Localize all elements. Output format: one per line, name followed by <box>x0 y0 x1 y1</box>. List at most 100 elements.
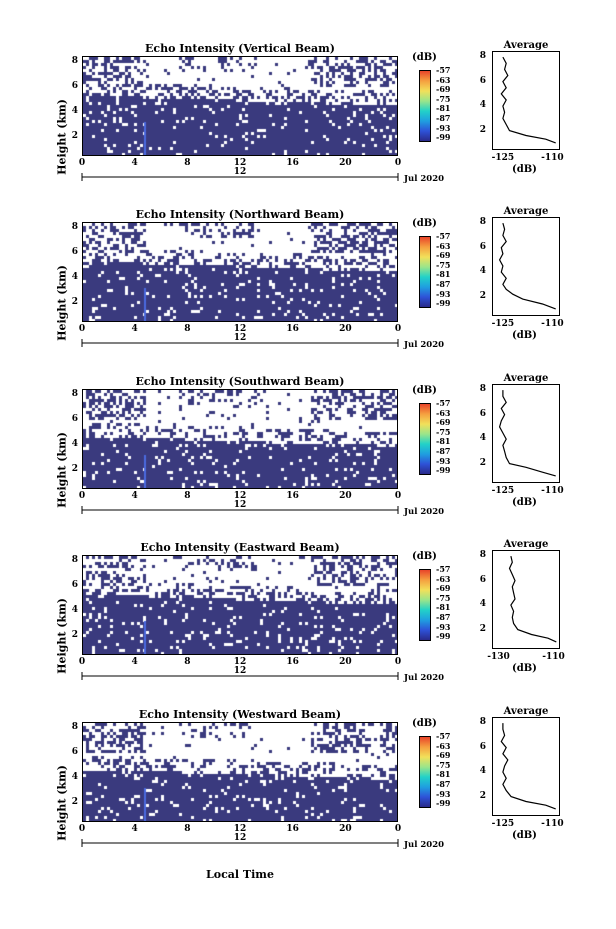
chart-panel: Echo Intensity (Eastward Beam) Height (km… <box>0 539 616 709</box>
average-x-tick-label: -110 <box>542 652 565 662</box>
date-marker-label: 12 <box>233 833 247 843</box>
y-tick-label: 6 <box>71 81 78 92</box>
average-y-tick-label: 2 <box>479 124 486 135</box>
average-y-tick-label: 8 <box>479 51 486 62</box>
average-profile-line <box>498 222 556 310</box>
average-x-label: (dB) <box>512 663 537 674</box>
date-label: Jul 2020 <box>404 507 445 517</box>
colorbar <box>419 70 431 142</box>
x-tick-label: 8 <box>184 158 191 168</box>
heatmap-plot <box>82 389 398 489</box>
colorbar-tick-label: -75 <box>436 259 451 270</box>
chart-panel: Echo Intensity (Vertical Beam) Height (km… <box>0 40 616 210</box>
colorbar-tick-label: -75 <box>436 93 451 104</box>
average-y-tick-label: 6 <box>479 741 486 752</box>
date-axis <box>81 339 399 347</box>
colorbar-tick-label: -99 <box>436 465 451 476</box>
colorbar-tick-label: -87 <box>436 279 451 289</box>
colorbar-label: (dB) <box>412 551 437 562</box>
colorbar-label: (dB) <box>412 218 437 229</box>
x-tick-label: 12 <box>233 158 247 168</box>
x-tick-label: 4 <box>131 158 138 168</box>
y-tick-label: 2 <box>71 297 78 308</box>
colorbar-tick-label: -93 <box>436 122 451 133</box>
y-tick-label: 2 <box>71 131 78 142</box>
y-tick-label: 4 <box>71 439 78 450</box>
colorbar-tick-label: -81 <box>436 602 451 613</box>
average-profile-line <box>508 555 557 643</box>
average-profile-line <box>500 56 556 144</box>
average-frame <box>492 217 560 316</box>
y-tick-label: 8 <box>71 56 78 67</box>
average-profile-plot <box>492 550 560 649</box>
heatmap-canvas <box>83 223 397 321</box>
average-y-tick-label: 6 <box>479 408 486 419</box>
y-tick-label: 8 <box>71 722 78 733</box>
average-x-tick-label: -130 <box>487 652 510 662</box>
x-tick-label: 12 <box>233 824 247 834</box>
x-tick-label: 20 <box>339 158 352 168</box>
x-tick-label: 4 <box>131 324 138 334</box>
x-tick-label: 8 <box>184 324 191 334</box>
average-title: Average <box>503 40 549 51</box>
x-tick-label: 20 <box>339 824 352 834</box>
chart-title: Echo Intensity (Vertical Beam) <box>144 42 336 55</box>
average-x-tick-label: -110 <box>541 486 564 496</box>
colorbar-tick-label: -87 <box>436 446 451 456</box>
y-tick-label: 8 <box>71 389 78 400</box>
y-tick-label: 8 <box>71 222 78 233</box>
heatmap-plot <box>82 222 398 322</box>
chart-panel: Echo Intensity (Northward Beam) Height (k… <box>0 206 616 376</box>
colorbar-tick-label: -81 <box>436 269 451 280</box>
x-tick-label: 12 <box>233 491 247 501</box>
date-marker-label: 12 <box>233 333 247 343</box>
average-profile-plot <box>492 717 560 816</box>
chart-panel: Echo Intensity (Southward Beam) Height (k… <box>0 373 616 543</box>
x-tick-label: 8 <box>184 657 191 667</box>
average-title: Average <box>503 706 549 717</box>
average-x-label: (dB) <box>512 164 537 175</box>
average-frame <box>492 384 560 483</box>
x-tick-label: 0 <box>394 824 402 834</box>
y-tick-label: 6 <box>71 414 78 425</box>
x-tick-label: 16 <box>286 324 299 334</box>
colorbar <box>419 403 431 475</box>
heatmap-canvas <box>83 723 397 821</box>
x-tick-label: 20 <box>339 324 352 334</box>
x-tick-label: 16 <box>286 657 299 667</box>
average-x-tick-label: -110 <box>541 319 564 329</box>
average-x-tick-label: -125 <box>491 319 515 329</box>
colorbar-tick-label: -69 <box>436 417 451 428</box>
average-title: Average <box>503 206 549 217</box>
average-y-tick-label: 2 <box>479 623 486 634</box>
average-y-tick-label: 2 <box>479 457 486 468</box>
average-x-label: (dB) <box>512 330 537 341</box>
x-tick-label: 16 <box>286 824 299 834</box>
colorbar <box>419 236 431 308</box>
x-tick-label: 0 <box>78 324 86 334</box>
heatmap-canvas <box>83 556 397 654</box>
date-label: Jul 2020 <box>404 174 445 184</box>
date-marker-label: 12 <box>233 666 247 676</box>
average-x-tick-label: -125 <box>491 819 515 829</box>
colorbar-tick-label: -87 <box>436 113 451 123</box>
x-axis-title: Local Time <box>206 868 274 881</box>
date-label: Jul 2020 <box>404 673 445 683</box>
x-tick-label: 4 <box>131 824 138 834</box>
average-y-tick-label: 2 <box>479 290 486 301</box>
average-y-tick-label: 2 <box>479 790 486 801</box>
date-axis <box>81 173 399 181</box>
colorbar-tick-label: -81 <box>436 769 451 780</box>
date-label: Jul 2020 <box>404 340 445 350</box>
colorbar-tick-label: -75 <box>436 592 451 603</box>
x-tick-label: 8 <box>184 491 191 501</box>
y-tick-label: 2 <box>71 464 78 475</box>
heatmap-canvas <box>83 57 397 155</box>
y-tick-label: 6 <box>71 580 78 591</box>
average-x-label: (dB) <box>512 830 537 841</box>
colorbar-tick-label: -99 <box>436 798 451 809</box>
average-y-tick-label: 8 <box>479 717 486 728</box>
colorbar-tick-label: -93 <box>436 788 451 799</box>
average-profile-plot <box>492 51 560 150</box>
average-frame <box>492 550 560 649</box>
